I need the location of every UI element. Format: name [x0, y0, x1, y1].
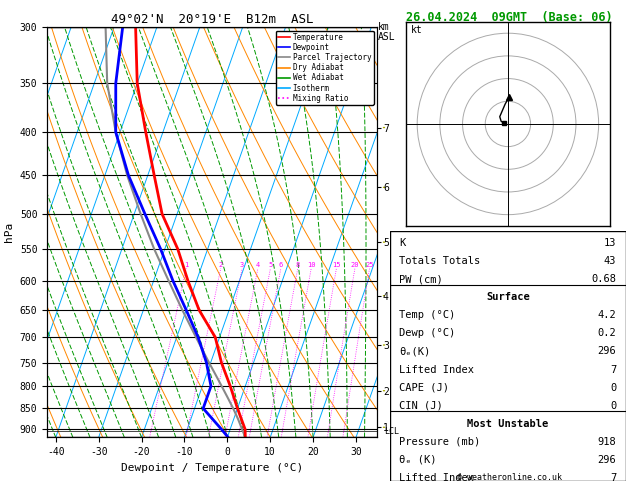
Text: Lifted Index: Lifted Index [399, 364, 474, 375]
Text: 3: 3 [240, 262, 244, 268]
Text: Most Unstable: Most Unstable [467, 418, 548, 429]
Text: 4.2: 4.2 [598, 311, 616, 320]
Text: 26.04.2024  09GMT  (Base: 06): 26.04.2024 09GMT (Base: 06) [406, 11, 613, 24]
Text: ASL: ASL [377, 32, 395, 42]
Text: 2: 2 [219, 262, 223, 268]
Text: θₑ(K): θₑ(K) [399, 347, 431, 357]
Text: 1: 1 [184, 262, 188, 268]
Text: Temp (°C): Temp (°C) [399, 311, 455, 320]
Text: 296: 296 [598, 347, 616, 357]
Text: PW (cm): PW (cm) [399, 275, 443, 284]
Text: Dewp (°C): Dewp (°C) [399, 329, 455, 338]
Text: LCL: LCL [384, 427, 399, 436]
Text: 0.68: 0.68 [591, 275, 616, 284]
Text: kt: kt [410, 25, 422, 35]
Text: K: K [399, 238, 406, 248]
Text: 7: 7 [610, 364, 616, 375]
Text: 6: 6 [279, 262, 283, 268]
Text: 0.2: 0.2 [598, 329, 616, 338]
Text: 0: 0 [610, 400, 616, 411]
Title: 49°02'N  20°19'E  B12m  ASL: 49°02'N 20°19'E B12m ASL [111, 13, 313, 26]
X-axis label: Dewpoint / Temperature (°C): Dewpoint / Temperature (°C) [121, 463, 303, 473]
Text: 13: 13 [604, 238, 616, 248]
Text: 0: 0 [610, 382, 616, 393]
Legend: Temperature, Dewpoint, Parcel Trajectory, Dry Adiabat, Wet Adiabat, Isotherm, Mi: Temperature, Dewpoint, Parcel Trajectory… [276, 31, 374, 105]
Text: 10: 10 [307, 262, 316, 268]
Text: Totals Totals: Totals Totals [399, 257, 481, 266]
Text: 15: 15 [332, 262, 341, 268]
Text: 5: 5 [269, 262, 272, 268]
Text: 918: 918 [598, 436, 616, 447]
Text: 7: 7 [610, 472, 616, 483]
Text: 43: 43 [604, 257, 616, 266]
Text: 8: 8 [296, 262, 300, 268]
Text: 20: 20 [350, 262, 359, 268]
Text: © weatheronline.co.uk: © weatheronline.co.uk [457, 473, 562, 482]
Text: CIN (J): CIN (J) [399, 400, 443, 411]
Text: θₑ (K): θₑ (K) [399, 454, 437, 465]
Text: Lifted Index: Lifted Index [399, 472, 474, 483]
Text: Surface: Surface [486, 293, 530, 302]
Text: CAPE (J): CAPE (J) [399, 382, 449, 393]
Text: km: km [377, 22, 389, 32]
Text: 296: 296 [598, 454, 616, 465]
Text: 4: 4 [256, 262, 260, 268]
Text: 25: 25 [365, 262, 374, 268]
Text: Pressure (mb): Pressure (mb) [399, 436, 481, 447]
Y-axis label: hPa: hPa [4, 222, 14, 242]
